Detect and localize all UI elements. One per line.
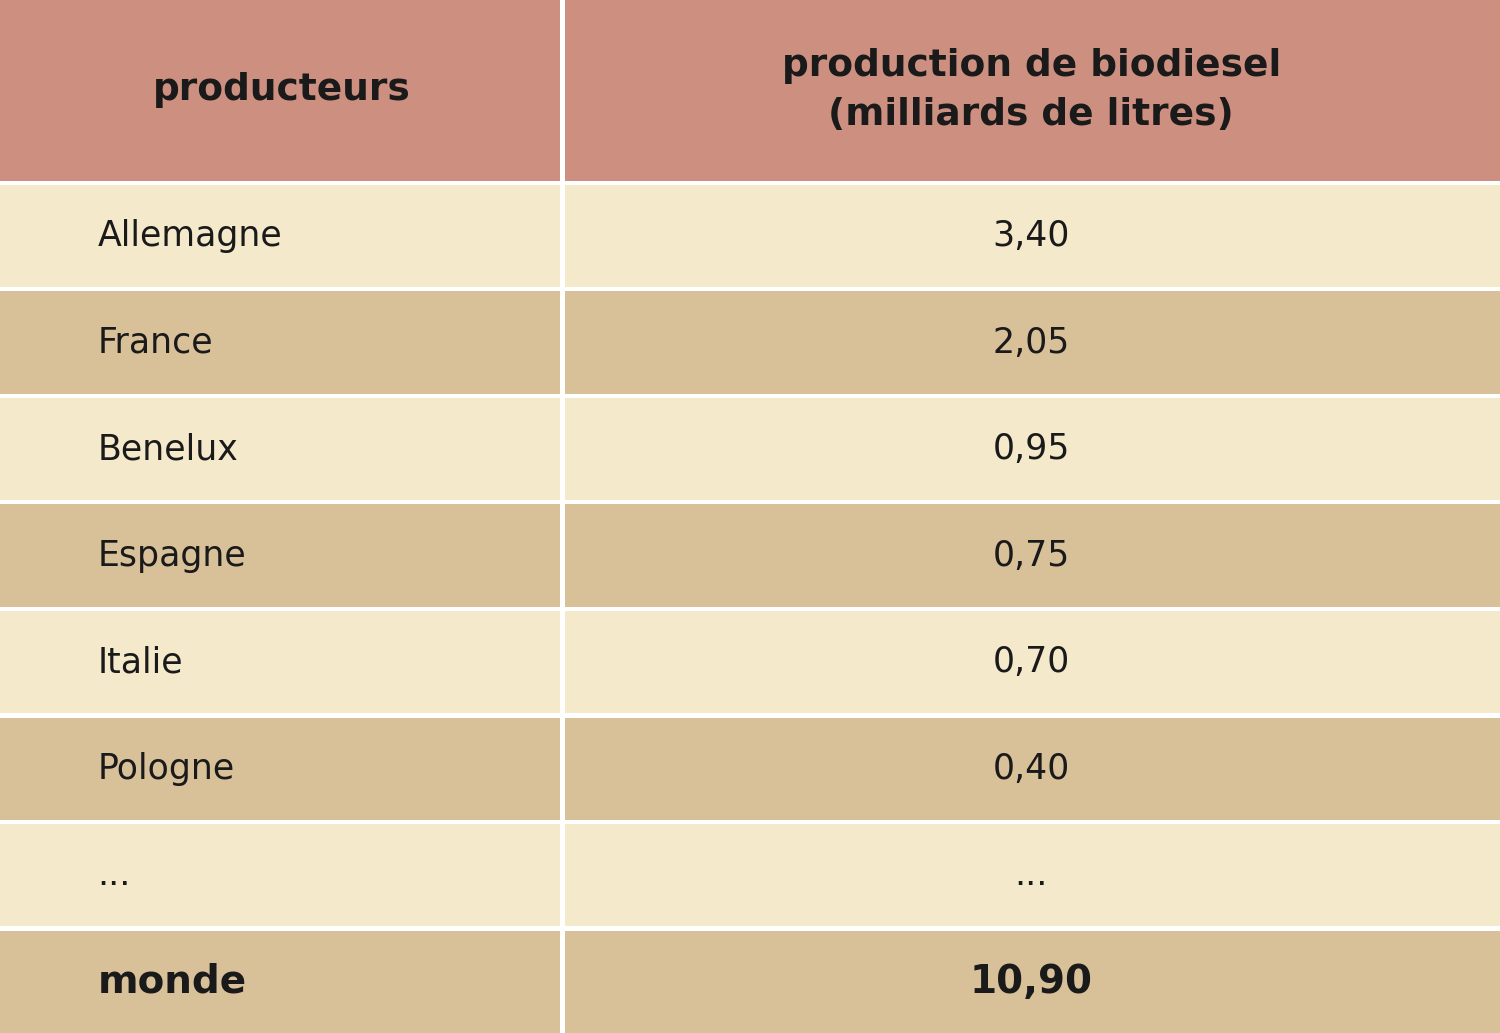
Bar bbox=[0, 718, 1500, 820]
Text: 0,75: 0,75 bbox=[993, 538, 1070, 572]
Text: Allemagne: Allemagne bbox=[98, 219, 282, 253]
Bar bbox=[0, 287, 1500, 291]
Text: 0,40: 0,40 bbox=[993, 752, 1070, 786]
Bar bbox=[0, 291, 1500, 394]
Bar bbox=[0, 0, 1500, 181]
Bar bbox=[0, 931, 1500, 1033]
Bar bbox=[0, 398, 1500, 500]
Bar bbox=[0, 504, 1500, 607]
Bar bbox=[0, 714, 1500, 718]
Text: Pologne: Pologne bbox=[98, 752, 234, 786]
Text: France: France bbox=[98, 325, 213, 359]
Text: Benelux: Benelux bbox=[98, 432, 238, 466]
Bar bbox=[0, 820, 1500, 824]
Bar bbox=[0, 612, 1500, 714]
Text: 0,70: 0,70 bbox=[993, 646, 1070, 680]
Text: 2,05: 2,05 bbox=[993, 325, 1070, 359]
Text: producteurs: producteurs bbox=[153, 72, 410, 108]
Bar bbox=[561, 0, 564, 1033]
Bar bbox=[0, 185, 1500, 287]
Text: ...: ... bbox=[98, 858, 130, 893]
Bar bbox=[0, 927, 1500, 931]
Text: Espagne: Espagne bbox=[98, 538, 246, 572]
Bar bbox=[0, 607, 1500, 612]
Text: 10,90: 10,90 bbox=[969, 963, 1092, 1001]
Text: 3,40: 3,40 bbox=[993, 219, 1070, 253]
Bar bbox=[0, 500, 1500, 504]
Text: ...: ... bbox=[1014, 858, 1048, 893]
Text: Italie: Italie bbox=[98, 646, 183, 680]
Text: production de biodiesel
(milliards de litres): production de biodiesel (milliards de li… bbox=[782, 49, 1281, 132]
Bar bbox=[0, 824, 1500, 927]
Bar bbox=[0, 181, 1500, 185]
Bar bbox=[0, 394, 1500, 398]
Text: 0,95: 0,95 bbox=[993, 432, 1070, 466]
Text: monde: monde bbox=[98, 963, 246, 1001]
